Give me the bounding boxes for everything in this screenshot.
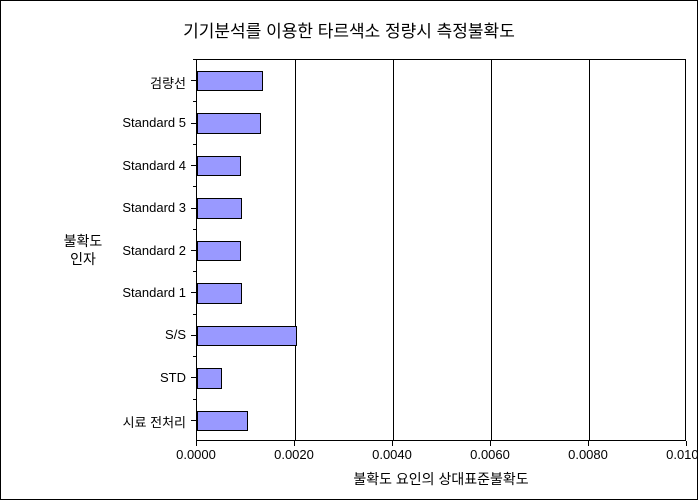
- x-grid-line: [589, 60, 590, 440]
- y-category-label: Standard 2: [122, 243, 186, 258]
- y-minor-tick: [193, 399, 196, 400]
- y-axis-title-line1: 불확도: [64, 233, 103, 249]
- bar: [197, 411, 248, 431]
- y-tick-mark: [191, 420, 196, 421]
- x-tick-mark: [196, 441, 197, 446]
- y-minor-tick: [193, 186, 196, 187]
- y-category-label: 검량선: [150, 73, 186, 92]
- x-tick-mark: [490, 441, 491, 446]
- x-grid-line: [491, 60, 492, 440]
- chart-title: 기기분석를 이용한 타르색소 정량시 측정불확도: [1, 17, 697, 42]
- x-grid-line: [295, 60, 296, 440]
- bar: [197, 283, 242, 303]
- x-tick-mark: [392, 441, 393, 446]
- y-category-label: S/S: [165, 327, 186, 342]
- bar: [197, 156, 241, 176]
- y-category-label: Standard 3: [122, 200, 186, 215]
- x-axis-title: 불확도 요인의 상대표준불확도: [196, 469, 686, 489]
- y-tick-mark: [191, 377, 196, 378]
- y-minor-tick: [193, 101, 196, 102]
- x-tick-label: 0.0020: [264, 447, 324, 462]
- y-category-label: 시료 전처리: [123, 412, 186, 431]
- y-category-label: STD: [160, 370, 186, 385]
- y-tick-mark: [191, 80, 196, 81]
- y-category-label: Standard 1: [122, 285, 186, 300]
- chart-container: 기기분석를 이용한 타르색소 정량시 측정불확도 불확도 인자 불확도 요인의 …: [0, 0, 698, 500]
- bar: [197, 113, 261, 133]
- y-minor-tick: [193, 59, 196, 60]
- x-tick-label: 0.0080: [558, 447, 618, 462]
- plot-area: [196, 59, 686, 441]
- y-minor-tick: [193, 271, 196, 272]
- bar: [197, 71, 263, 91]
- y-category-label: Standard 5: [122, 115, 186, 130]
- y-tick-mark: [191, 123, 196, 124]
- x-tick-label: 0.0040: [362, 447, 422, 462]
- bar: [197, 368, 222, 388]
- y-minor-tick: [193, 356, 196, 357]
- y-tick-mark: [191, 250, 196, 251]
- y-minor-tick: [193, 314, 196, 315]
- x-tick-mark: [294, 441, 295, 446]
- x-tick-mark: [686, 441, 687, 446]
- bar: [197, 241, 241, 261]
- x-grid-line: [393, 60, 394, 440]
- y-tick-mark: [191, 165, 196, 166]
- x-tick-label: 0.0100: [656, 447, 698, 462]
- x-tick-mark: [588, 441, 589, 446]
- y-minor-tick: [193, 229, 196, 230]
- y-tick-mark: [191, 292, 196, 293]
- y-minor-tick: [193, 144, 196, 145]
- y-axis-title: 불확도 인자: [53, 232, 113, 268]
- y-tick-mark: [191, 208, 196, 209]
- x-tick-label: 0.0060: [460, 447, 520, 462]
- y-tick-mark: [191, 335, 196, 336]
- bar: [197, 326, 297, 346]
- y-axis-title-line2: 인자: [70, 251, 96, 267]
- y-category-label: Standard 4: [122, 158, 186, 173]
- bar: [197, 198, 242, 218]
- x-tick-label: 0.0000: [166, 447, 226, 462]
